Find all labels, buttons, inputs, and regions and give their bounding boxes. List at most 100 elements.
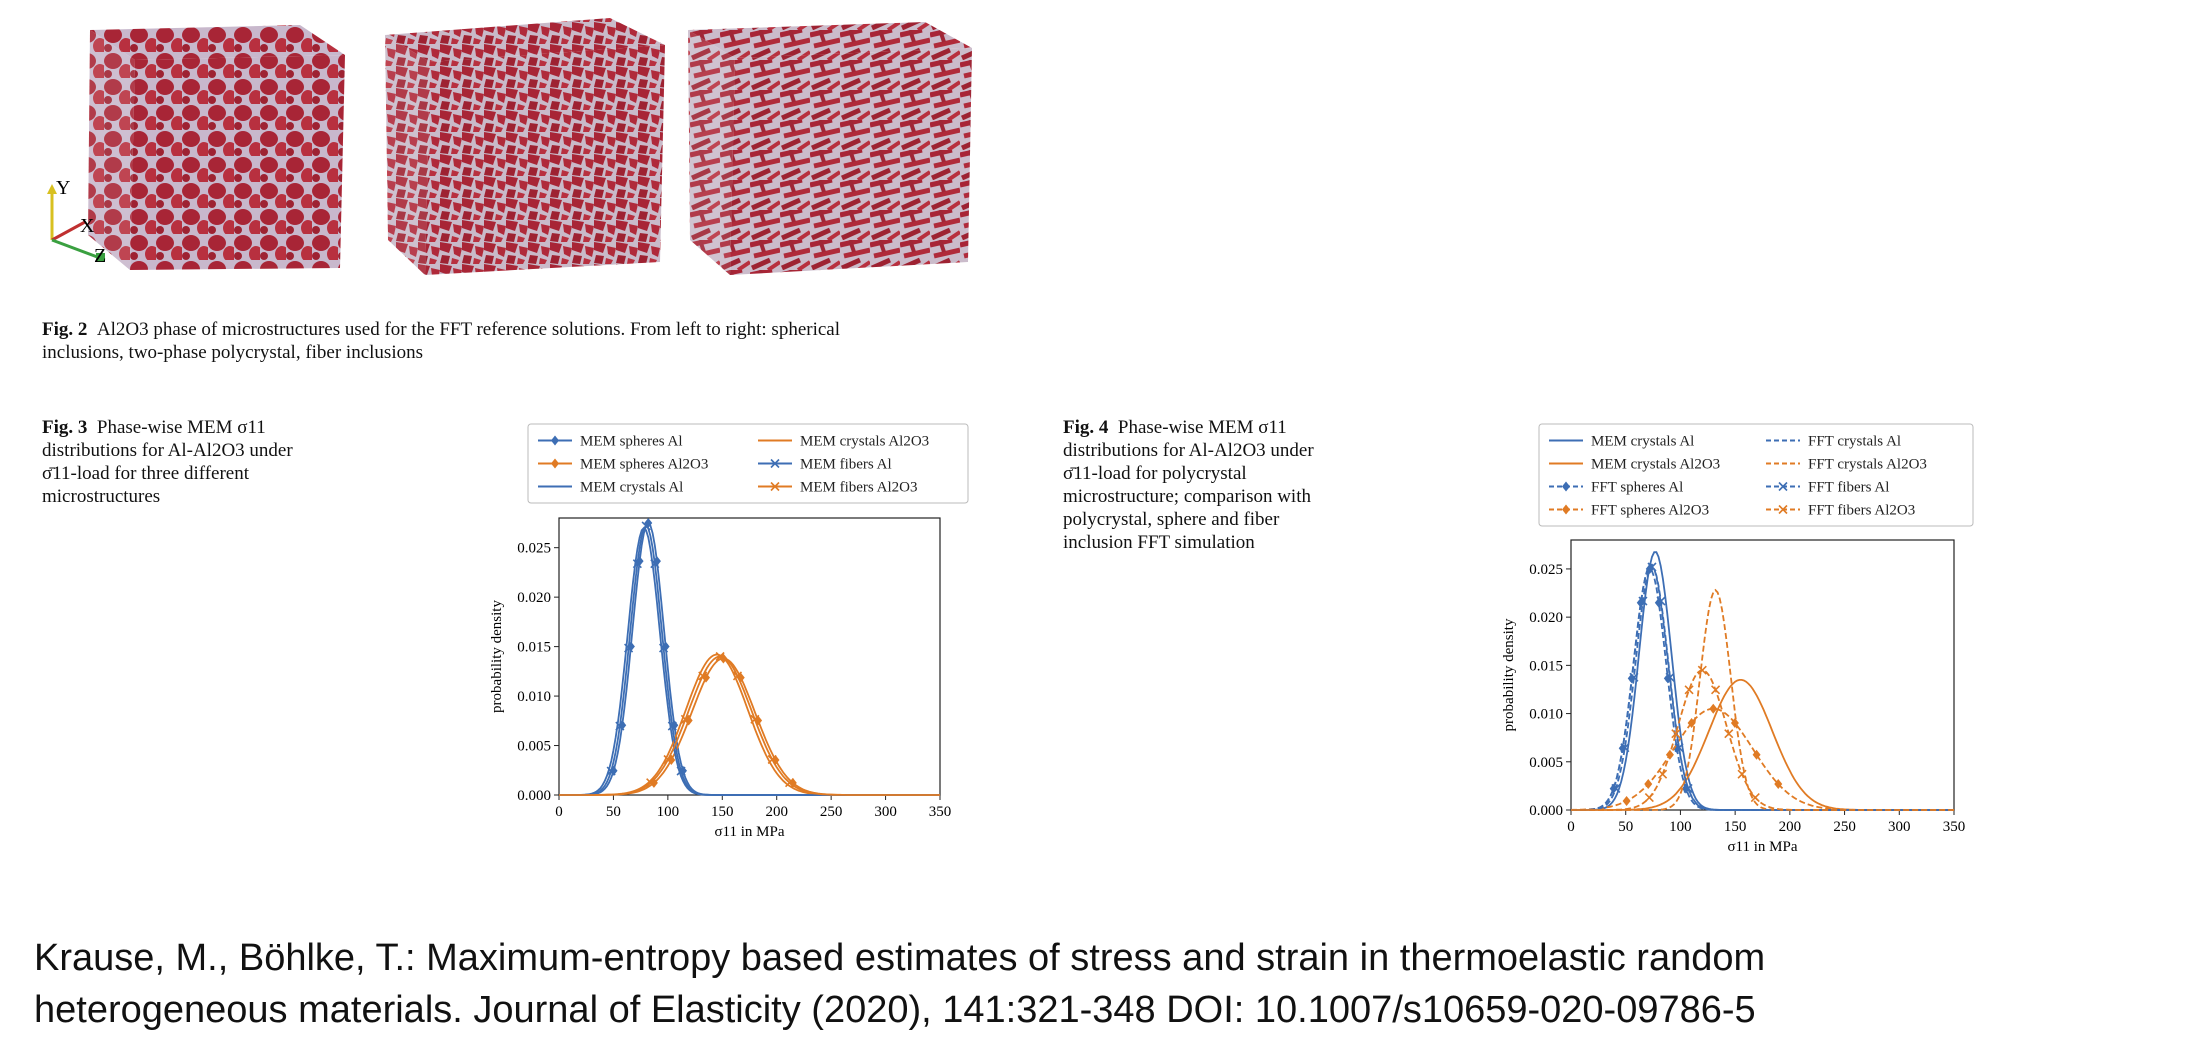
series-line bbox=[559, 651, 940, 796]
legend-label: FFT spheres Al2O3 bbox=[1591, 503, 1709, 519]
series-point bbox=[1622, 795, 1631, 806]
x-tick-label: 250 bbox=[820, 804, 843, 820]
fig2-caption-line1: Al2O3 phase of microstructures used for … bbox=[96, 319, 841, 340]
y-tick-label: 0.010 bbox=[1529, 707, 1563, 723]
x-axis-label: σ11 in MPa bbox=[1727, 839, 1797, 855]
y-tick-label: 0.010 bbox=[517, 689, 551, 705]
legend-entry: MEM crystals Al bbox=[538, 480, 683, 496]
series-point bbox=[1609, 783, 1618, 794]
x-tick-label: 250 bbox=[1833, 819, 1856, 835]
series-line bbox=[1571, 562, 1954, 811]
series-point bbox=[1644, 779, 1653, 790]
fig2-caption-line2: inclusions, two-phase polycrystal, fiber… bbox=[42, 342, 423, 363]
fig3-legend: MEM spheres Al MEM spheres Al2O3 MEM cryst… bbox=[527, 423, 969, 504]
legend-entry: FFT spheres Al2O3 bbox=[1549, 503, 1709, 519]
x-tick-label: 0 bbox=[555, 804, 563, 820]
y-tick-label: 0.020 bbox=[1529, 610, 1563, 626]
legend-label: FFT fibers Al2O3 bbox=[1808, 503, 1915, 519]
series-point bbox=[1724, 729, 1734, 739]
y-tick-label: 0.015 bbox=[1529, 658, 1563, 674]
series-point bbox=[715, 651, 725, 662]
series-point bbox=[1750, 793, 1760, 803]
series-point bbox=[606, 766, 616, 776]
spherical-inclusions-cube bbox=[88, 25, 345, 270]
x-tick-label: 100 bbox=[1669, 819, 1692, 835]
series-point bbox=[646, 778, 656, 788]
x-tick-label: 50 bbox=[606, 804, 621, 820]
x-tick-label: 300 bbox=[874, 804, 897, 820]
series-point bbox=[1709, 703, 1718, 714]
series-point bbox=[1611, 783, 1621, 793]
legend-entry: MEM spheres Al2O3 bbox=[538, 457, 708, 473]
fiber-inclusions-cube bbox=[688, 22, 972, 275]
citation-line1: Krause, M., Böhlke, T.: Maximum-entropy … bbox=[34, 937, 1766, 979]
series-point bbox=[667, 755, 676, 766]
series-point bbox=[1671, 729, 1681, 739]
series-point bbox=[1629, 672, 1639, 682]
series-point bbox=[667, 721, 677, 731]
axis-triad-icon: Y X Z bbox=[47, 177, 106, 267]
series-point bbox=[650, 559, 660, 569]
fig2-microstructures-image: Y X Z bbox=[47, 18, 972, 275]
series-line bbox=[1571, 665, 1954, 811]
y-axis-label: probability density bbox=[489, 600, 505, 713]
axis-x-label: X bbox=[80, 215, 95, 237]
y-tick-label: 0.020 bbox=[517, 590, 551, 606]
series-point bbox=[1684, 685, 1694, 695]
fig3-chart: MEM spheres Al MEM spheres Al2O3 MEM cryst… bbox=[489, 423, 969, 840]
series-line bbox=[1571, 551, 1954, 811]
x-tick-label: 200 bbox=[1779, 819, 1802, 835]
x-tick-label: 200 bbox=[765, 804, 788, 820]
series-point bbox=[750, 714, 760, 724]
series-point bbox=[624, 643, 634, 653]
series-point bbox=[641, 521, 651, 531]
legend-label: FFT crystals Al bbox=[1808, 434, 1901, 450]
citation-line2: heterogeneous materials. Journal of Elas… bbox=[34, 989, 1756, 1031]
series-line bbox=[559, 521, 940, 796]
series-line bbox=[1571, 588, 1954, 811]
fig3-label: Fig. 3 bbox=[42, 417, 88, 438]
legend-entry: MEM crystals Al2O3 bbox=[1549, 457, 1720, 473]
series-point bbox=[632, 559, 642, 569]
legend-label: FFT spheres Al bbox=[1591, 480, 1683, 496]
axis-z-label: Z bbox=[94, 245, 106, 267]
series-point bbox=[1737, 769, 1747, 779]
legend-label: FFT fibers Al bbox=[1808, 480, 1889, 496]
series-line bbox=[559, 653, 940, 796]
fig4-legend: MEM crystals Al MEM crystals Al2O3 FFT sph… bbox=[1538, 423, 1974, 527]
legend-entry: FFT crystals Al bbox=[1766, 434, 1901, 450]
fig4-plot-frame bbox=[1570, 539, 1955, 811]
x-tick-label: 100 bbox=[657, 804, 680, 820]
legend-label: MEM spheres Al bbox=[580, 434, 683, 450]
axis-y-label: Y bbox=[56, 177, 70, 199]
series-point bbox=[684, 715, 693, 726]
series-point bbox=[1697, 665, 1707, 675]
x-tick-label: 300 bbox=[1888, 819, 1911, 835]
series-point bbox=[659, 643, 669, 653]
series-point bbox=[767, 754, 777, 765]
series-point bbox=[1638, 596, 1648, 606]
legend-entry: FFT crystals Al2O3 bbox=[1766, 457, 1927, 473]
legend-label: MEM crystals Al bbox=[1591, 434, 1694, 450]
legend-entry: FFT fibers Al2O3 bbox=[1766, 503, 1915, 519]
legend-label: MEM crystals Al bbox=[580, 480, 683, 496]
x-tick-label: 150 bbox=[1724, 819, 1747, 835]
series-point bbox=[1674, 743, 1684, 753]
y-tick-label: 0.005 bbox=[1529, 755, 1563, 771]
legend-label: MEM crystals Al2O3 bbox=[800, 434, 929, 450]
series-point bbox=[615, 721, 625, 731]
two-phase-polycrystal-cube bbox=[385, 18, 665, 275]
series-point bbox=[1710, 685, 1721, 695]
y-tick-label: 0.025 bbox=[517, 541, 551, 557]
series-point bbox=[732, 671, 743, 681]
fig4-caption: Fig. 4 Phase-wise MEM σ11 distributions … bbox=[1063, 417, 1314, 553]
series-line bbox=[1570, 703, 1954, 811]
series-point bbox=[1683, 783, 1693, 793]
legend-label: MEM fibers Al bbox=[800, 457, 892, 473]
legend-label: MEM spheres Al2O3 bbox=[580, 457, 708, 473]
x-tick-label: 50 bbox=[1618, 819, 1633, 835]
fig4-label: Fig. 4 bbox=[1063, 417, 1109, 438]
citation: Krause, M., Böhlke, T.: Maximum-entropy … bbox=[34, 932, 2174, 1036]
legend-entry: FFT spheres Al bbox=[1549, 480, 1683, 496]
legend-entry: MEM crystals Al bbox=[1549, 434, 1694, 450]
